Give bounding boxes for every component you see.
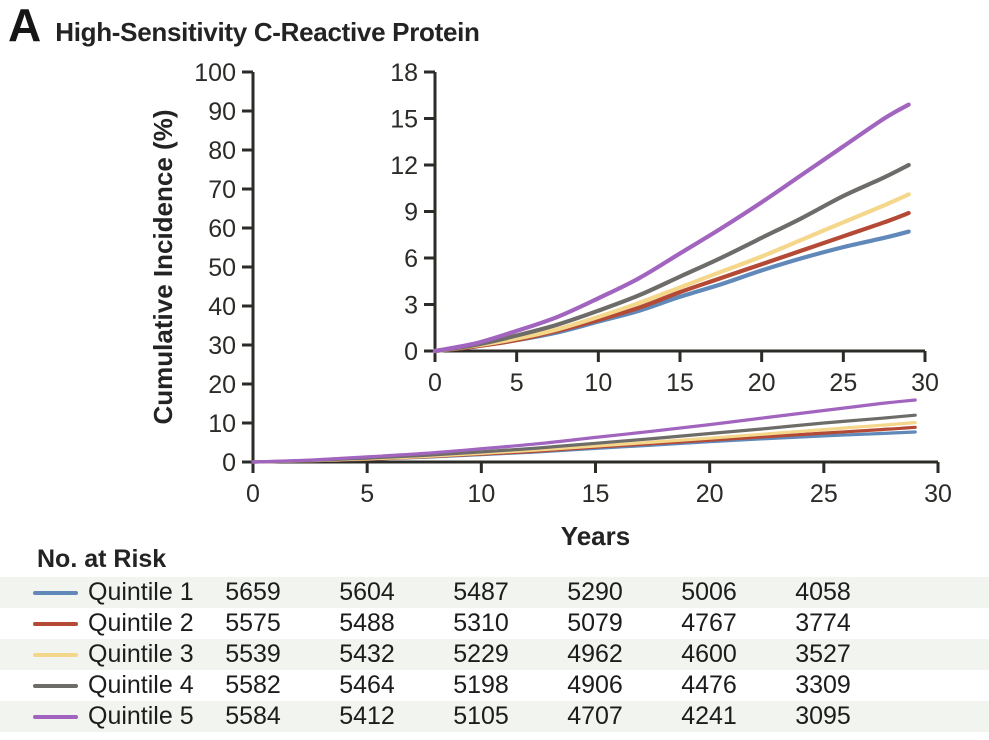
risk-count: 5198 xyxy=(453,671,509,699)
risk-count: 5412 xyxy=(339,702,395,730)
svg-text:20: 20 xyxy=(696,480,724,508)
svg-text:15: 15 xyxy=(390,106,418,134)
risk-count: 4906 xyxy=(567,671,623,699)
risk-count: 5105 xyxy=(453,702,509,730)
svg-text:30: 30 xyxy=(924,480,952,508)
svg-text:20: 20 xyxy=(748,369,776,397)
svg-text:25: 25 xyxy=(829,369,857,397)
risk-count: 4707 xyxy=(567,702,623,730)
svg-text:60: 60 xyxy=(208,215,236,243)
risk-count: 3095 xyxy=(795,702,851,730)
svg-text:20: 20 xyxy=(208,371,236,399)
risk-count: 3774 xyxy=(795,609,851,637)
svg-text:40: 40 xyxy=(208,293,236,321)
risk-count: 5006 xyxy=(681,578,737,606)
risk-row-quintile-1: Quintile 1 5659 5604 5487 5290 5006 4058 xyxy=(0,577,989,608)
svg-text:10: 10 xyxy=(467,480,495,508)
risk-count: 3309 xyxy=(795,671,851,699)
svg-text:80: 80 xyxy=(208,137,236,165)
svg-text:5: 5 xyxy=(360,480,374,508)
svg-text:30: 30 xyxy=(208,332,236,360)
risk-count: 5582 xyxy=(225,671,281,699)
svg-text:3: 3 xyxy=(404,292,418,320)
svg-text:12: 12 xyxy=(390,152,418,180)
risk-count: 5432 xyxy=(339,640,395,668)
svg-text:0: 0 xyxy=(428,369,442,397)
risk-count: 5539 xyxy=(225,640,281,668)
risk-count: 5229 xyxy=(453,640,509,668)
svg-text:70: 70 xyxy=(208,176,236,204)
figure-header: A High-Sensitivity C-Reactive Protein xyxy=(8,2,480,48)
risk-count: 4058 xyxy=(795,578,851,606)
svg-text:0: 0 xyxy=(222,449,236,477)
svg-text:30: 30 xyxy=(911,369,939,397)
risk-count: 5079 xyxy=(567,609,623,637)
svg-text:5: 5 xyxy=(510,369,524,397)
quintile-3-line-icon xyxy=(33,652,78,657)
risk-count: 5487 xyxy=(453,578,509,606)
quintile-5-line-icon xyxy=(33,714,78,719)
figure-title: High-Sensitivity C-Reactive Protein xyxy=(55,17,480,47)
quintile-1-line-icon xyxy=(33,590,78,595)
legend-label-quintile-1: Quintile 1 xyxy=(88,578,194,606)
legend-label-quintile-5: Quintile 5 xyxy=(88,702,194,730)
svg-text:100: 100 xyxy=(194,59,236,87)
legend-label-quintile-3: Quintile 3 xyxy=(88,640,194,668)
svg-text:6: 6 xyxy=(404,245,418,273)
risk-count: 5604 xyxy=(339,578,395,606)
risk-table-header: No. at Risk xyxy=(37,545,167,573)
svg-text:15: 15 xyxy=(666,369,694,397)
quintile-4-line-icon xyxy=(33,683,78,688)
svg-text:0: 0 xyxy=(246,480,260,508)
x-axis-title: Years xyxy=(560,521,631,551)
panel-label: A xyxy=(8,0,42,51)
risk-count: 4962 xyxy=(567,640,623,668)
svg-text:90: 90 xyxy=(208,98,236,126)
risk-row-quintile-2: Quintile 2 5575 5488 5310 5079 4767 3774 xyxy=(0,608,989,639)
risk-count: 5584 xyxy=(225,702,281,730)
svg-text:10: 10 xyxy=(584,369,612,397)
risk-count: 3527 xyxy=(795,640,851,668)
risk-count: 5575 xyxy=(225,609,281,637)
svg-text:10: 10 xyxy=(208,410,236,438)
risk-count: 4241 xyxy=(681,702,737,730)
no-at-risk-table: No. at Risk Quintile 1 5659 5604 5487 52… xyxy=(0,544,989,732)
risk-count: 4767 xyxy=(681,609,737,637)
svg-text:0: 0 xyxy=(404,338,418,366)
risk-count: 5290 xyxy=(567,578,623,606)
risk-count: 5464 xyxy=(339,671,395,699)
svg-text:15: 15 xyxy=(582,480,610,508)
risk-count: 5310 xyxy=(453,609,509,637)
risk-count: 5659 xyxy=(225,578,281,606)
svg-text:18: 18 xyxy=(390,59,418,87)
svg-text:25: 25 xyxy=(810,480,838,508)
legend-label-quintile-4: Quintile 4 xyxy=(88,671,194,699)
risk-count: 4476 xyxy=(681,671,737,699)
risk-row-quintile-5: Quintile 5 5584 5412 5105 4707 4241 3095 xyxy=(0,701,989,732)
legend-label-quintile-2: Quintile 2 xyxy=(88,609,194,637)
svg-text:9: 9 xyxy=(404,199,418,227)
risk-count: 4600 xyxy=(681,640,737,668)
risk-row-quintile-4: Quintile 4 5582 5464 5198 4906 4476 3309 xyxy=(0,670,989,701)
risk-row-quintile-3: Quintile 3 5539 5432 5229 4962 4600 3527 xyxy=(0,639,989,670)
svg-text:50: 50 xyxy=(208,254,236,282)
risk-count: 5488 xyxy=(339,609,395,637)
quintile-2-line-icon xyxy=(33,621,78,626)
